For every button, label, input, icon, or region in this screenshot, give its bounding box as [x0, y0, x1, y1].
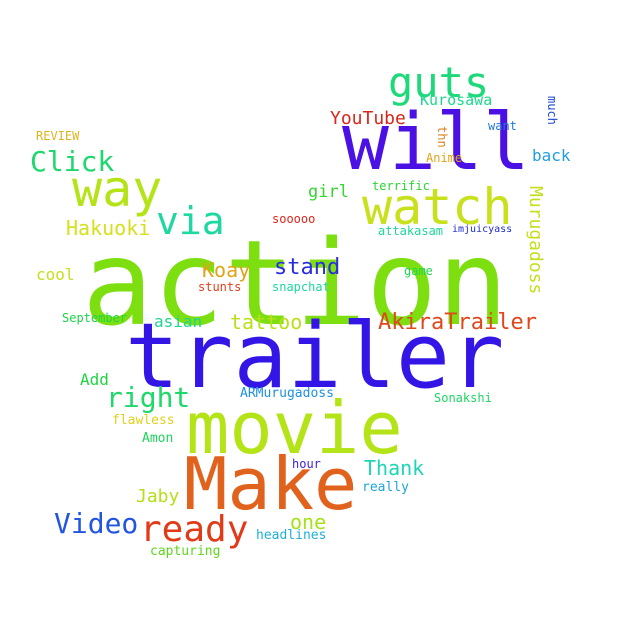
word-kurosawa: Kurosawa	[420, 91, 493, 109]
word-asian: asian	[154, 312, 203, 331]
word-thn: thn	[435, 126, 449, 148]
word-one: one	[290, 510, 327, 534]
word-via: via	[156, 199, 225, 243]
word-stand: stand	[274, 255, 341, 280]
word-imjuicyass: imjuicyass	[452, 224, 513, 235]
word-action: action	[82, 214, 509, 352]
word-really: really	[362, 480, 409, 495]
word-september: September	[62, 311, 128, 325]
word-akiratrailer: AkiraTrailer	[378, 310, 537, 335]
word-game: game	[404, 264, 433, 278]
word-want: want	[488, 119, 517, 133]
word-sonakshi: Sonakshi	[434, 391, 492, 405]
word-much: much	[545, 96, 559, 125]
word-way: way	[72, 160, 163, 218]
word-snapchat: snapchat	[272, 280, 330, 294]
word-jaby: Jaby	[136, 486, 180, 507]
word-murugadoss: Murugadoss	[525, 186, 546, 295]
word-stunts: stunts	[198, 280, 242, 294]
word-will: will	[342, 98, 530, 188]
word-tattoo: tattoo	[230, 310, 303, 334]
word-trailer: trailer	[125, 304, 505, 409]
word-terrific: terrific	[372, 179, 430, 193]
word-cool: cool	[36, 265, 75, 284]
word-attakasam: attakasam	[378, 224, 444, 238]
word-koay: Koay	[202, 258, 251, 282]
word-ready: ready	[140, 509, 249, 550]
word-amon: Amon	[142, 431, 174, 446]
word-anime: Anime	[426, 151, 463, 165]
word-add: Add	[80, 370, 109, 389]
word-back: back	[532, 146, 571, 165]
word-capturing: capturing	[150, 544, 221, 559]
word-youtube: YouTube	[330, 108, 406, 129]
word-hour: hour	[292, 457, 321, 471]
word-click: Click	[30, 145, 115, 178]
word-girl: girl	[308, 182, 349, 202]
word-watch: watch	[362, 178, 513, 236]
word-flawless: flawless	[112, 413, 175, 428]
word-thank: Thank	[364, 456, 425, 480]
word-movie: movie	[186, 386, 403, 470]
word-video: Video	[54, 507, 139, 540]
word-hakuoki: Hakuoki	[66, 216, 151, 240]
word-guts: guts	[388, 58, 490, 107]
word-review: REVIEW	[36, 129, 80, 143]
word-sooooo: sooooo	[272, 212, 316, 226]
word-headlines: headlines	[256, 528, 327, 543]
word-armurugadoss: ARMurugadoss	[240, 386, 334, 401]
word-right: right	[106, 381, 191, 414]
word-make: Make	[184, 442, 358, 526]
